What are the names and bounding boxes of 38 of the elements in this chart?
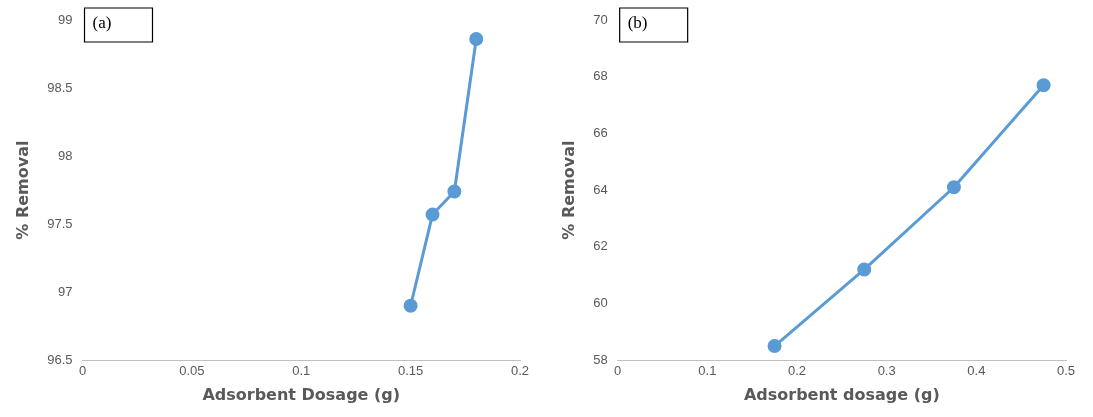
annotation: (a)	[92, 13, 112, 33]
point	[469, 32, 484, 47]
point	[1036, 78, 1051, 93]
y-tick-label: 68	[593, 68, 608, 84]
y-axis-title: % Removal	[558, 140, 578, 240]
x-tick-label: 0.3	[877, 362, 896, 378]
point	[767, 339, 782, 354]
x-tick-label: 0.05	[179, 362, 205, 378]
point	[946, 180, 961, 195]
y-tick-label: 62	[593, 238, 608, 254]
x-tick-label: 0.4	[967, 362, 986, 378]
x-tick-label: 0	[78, 362, 87, 378]
y-tick-label: 64	[593, 181, 608, 197]
x-tick-label: 0.15	[397, 362, 424, 378]
x-axis-title: Adsorbent dosage (g)	[743, 384, 940, 404]
x-tick-label: 0.2	[787, 362, 807, 378]
y-tick-label: 60	[593, 295, 608, 311]
y-tick-label: 97.5	[47, 215, 73, 231]
point	[447, 184, 462, 199]
y-tick-label: 97	[58, 283, 73, 299]
x-tick-label: 0.2	[510, 362, 530, 378]
y-tick-label: 96.5	[47, 351, 73, 367]
point	[425, 207, 440, 222]
y-axis-title: % Removal	[12, 140, 32, 240]
y-tick-label: 66	[593, 124, 608, 140]
y-tick-label: 98.5	[47, 79, 73, 95]
x-tick-label: 0	[614, 362, 622, 378]
y-tick-label: 58	[593, 351, 608, 367]
annotation: (b)	[627, 13, 648, 33]
x-tick-label: 0.1	[292, 362, 311, 378]
x-tick-label: 0.1	[698, 362, 717, 378]
point	[857, 262, 872, 277]
y-tick-label: 70	[593, 11, 608, 27]
y-tick-label: 99	[58, 11, 73, 27]
y-tick-label: 98	[58, 147, 73, 163]
x-tick-label: 0.5	[1056, 362, 1076, 378]
x-axis-title: Adsorbent Dosage (g)	[202, 384, 401, 404]
point	[403, 298, 418, 313]
